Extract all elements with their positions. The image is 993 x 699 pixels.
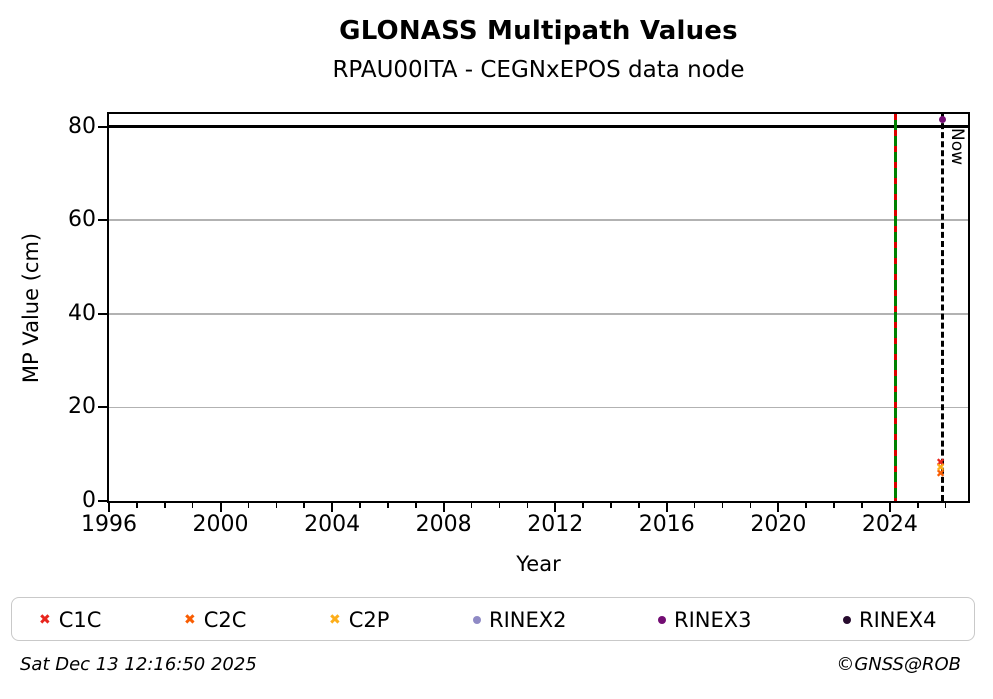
x-tick-label: 2004 bbox=[304, 512, 361, 537]
now-line bbox=[941, 114, 945, 501]
grid-line bbox=[109, 406, 968, 409]
plot-area: ✖ ✖ ✖ bbox=[107, 112, 970, 503]
x-minor-tick-mark bbox=[944, 503, 947, 508]
x-tick-label: 1996 bbox=[81, 512, 137, 537]
x-tick-label: 2008 bbox=[415, 512, 472, 537]
legend-label: RINEX4 bbox=[859, 608, 937, 632]
x-minor-tick-mark bbox=[470, 503, 473, 508]
legend-x-marker-icon: ✖ bbox=[184, 612, 196, 628]
data-point-c1c: ✖ bbox=[936, 455, 946, 469]
x-tick-label: 2020 bbox=[750, 512, 807, 537]
x-tick-mark bbox=[442, 503, 445, 512]
x-minor-tick-mark bbox=[498, 503, 501, 508]
now-label: Now bbox=[946, 128, 967, 166]
x-minor-tick-mark bbox=[582, 503, 584, 508]
y-tick-label: 60 bbox=[68, 207, 96, 233]
legend-label: C2P bbox=[348, 608, 390, 632]
x-minor-tick-mark bbox=[610, 503, 612, 508]
legend-item-rinex3: RINEX3 bbox=[658, 606, 752, 634]
x-minor-tick-mark bbox=[721, 503, 724, 508]
x-minor-tick-mark bbox=[805, 503, 807, 508]
legend-x-marker-icon: ✖ bbox=[329, 612, 341, 628]
x-minor-tick-mark bbox=[861, 503, 863, 508]
x-minor-tick-mark bbox=[833, 503, 835, 508]
x-minor-tick-mark bbox=[526, 503, 529, 508]
y-tick-mark bbox=[98, 500, 107, 502]
x-minor-tick-mark bbox=[917, 503, 919, 508]
y-tick-label: 20 bbox=[68, 394, 96, 420]
legend-item-c2c: ✖ C2C bbox=[184, 606, 246, 634]
x-tick-label: 2016 bbox=[638, 512, 695, 537]
chart-subtitle: RPAU00ITA - CEGNxEPOS data node bbox=[332, 57, 745, 83]
x-tick-mark bbox=[554, 503, 557, 512]
y-tick-mark bbox=[98, 125, 107, 128]
x-minor-tick-mark bbox=[136, 503, 138, 508]
event-line-red-dashes bbox=[893, 114, 897, 501]
x-tick-label: 2024 bbox=[861, 512, 918, 537]
x-minor-tick-mark bbox=[638, 503, 640, 508]
legend-dot-marker-icon bbox=[658, 616, 666, 624]
x-minor-tick-mark bbox=[749, 503, 752, 508]
x-tick-mark bbox=[108, 503, 110, 512]
y-tick-mark bbox=[98, 312, 107, 315]
y-tick-label: 40 bbox=[68, 300, 96, 326]
x-tick-mark bbox=[665, 503, 668, 512]
y-tick-mark bbox=[98, 219, 107, 222]
legend-label: C2C bbox=[203, 608, 247, 632]
legend-label: C1C bbox=[58, 608, 102, 632]
legend-label: RINEX3 bbox=[674, 608, 752, 632]
x-axis-label: Year bbox=[516, 552, 561, 576]
data-point-rinex3 bbox=[939, 116, 947, 124]
x-minor-tick-mark bbox=[359, 503, 361, 508]
x-minor-tick-mark bbox=[164, 503, 166, 508]
legend-item-rinex4: RINEX4 bbox=[843, 606, 937, 634]
legend-label: RINEX2 bbox=[489, 608, 567, 632]
x-minor-tick-mark bbox=[275, 503, 278, 508]
x-minor-tick-mark bbox=[247, 503, 250, 508]
y-tick-label: 80 bbox=[68, 113, 96, 139]
x-minor-tick-mark bbox=[693, 503, 696, 508]
legend-item-c1c: ✖ C1C bbox=[39, 606, 101, 634]
grid-line bbox=[109, 313, 968, 315]
x-tick-mark bbox=[219, 503, 222, 512]
x-tick-mark bbox=[888, 503, 891, 512]
data-point-c2c: ✖ bbox=[936, 467, 946, 481]
x-tick-mark bbox=[777, 503, 780, 512]
x-minor-tick-mark bbox=[191, 503, 194, 508]
x-minor-tick-mark bbox=[387, 503, 389, 508]
legend-dot-marker-icon bbox=[843, 616, 851, 624]
plot-timestamp: Sat Dec 13 12:16:50 2025 bbox=[20, 654, 257, 675]
x-minor-tick-mark bbox=[303, 503, 305, 508]
copyright-credit: ©GNSS@ROB bbox=[836, 654, 961, 675]
data-point-c2p: ✖ bbox=[936, 461, 946, 475]
grid-line bbox=[109, 219, 968, 221]
y-tick-mark bbox=[98, 406, 107, 409]
chart-title: GLONASS Multipath Values bbox=[339, 16, 738, 46]
plot-canvas: ✖ ✖ ✖ bbox=[109, 114, 968, 501]
y-tick-label: 0 bbox=[82, 488, 96, 513]
x-tick-label: 2012 bbox=[527, 512, 584, 537]
legend-dot-marker-icon bbox=[473, 616, 481, 624]
x-minor-tick-mark bbox=[415, 503, 417, 508]
legend-item-rinex2: RINEX2 bbox=[473, 606, 567, 634]
x-tick-label: 2000 bbox=[192, 512, 249, 537]
legend-item-c2p: ✖ C2P bbox=[329, 606, 389, 634]
legend: ✖ C1C ✖ C2C ✖ C2P RINEX2 RINEX3 RINEX4 bbox=[11, 597, 975, 641]
legend-x-marker-icon: ✖ bbox=[39, 612, 51, 628]
clip-limit-line bbox=[109, 125, 968, 128]
x-tick-mark bbox=[331, 503, 334, 512]
